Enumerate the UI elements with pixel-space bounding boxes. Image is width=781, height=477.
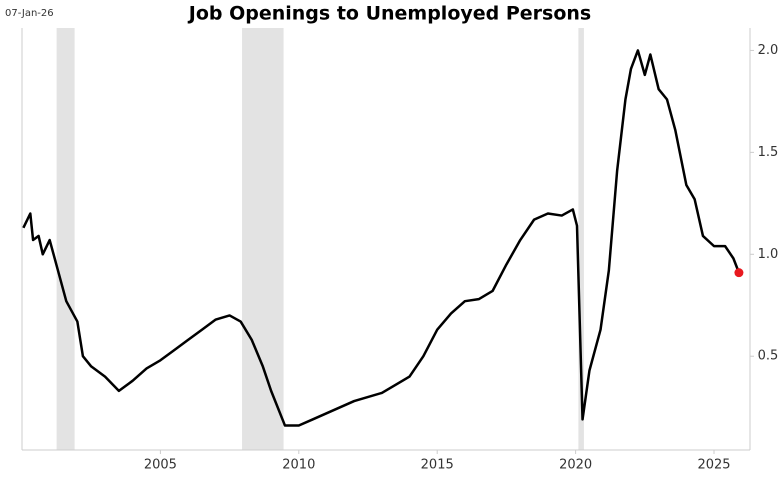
date-stamp: 07-Jan-26 — [5, 8, 54, 19]
y-tick-label: 1.0 — [758, 247, 779, 262]
x-tick-label: 2010 — [282, 458, 315, 473]
recession-band — [56, 28, 75, 450]
recession-band — [578, 28, 584, 450]
y-tick-label: 1.5 — [758, 145, 779, 160]
x-tick-label: 2020 — [559, 458, 592, 473]
x-tick-label: 2005 — [144, 458, 177, 473]
x-tick-label: 2025 — [697, 458, 730, 473]
chart-title: Job Openings to Unemployed Persons — [187, 3, 592, 25]
line-series — [22, 49, 741, 427]
last-point — [734, 268, 744, 278]
x-tick-label: 2015 — [421, 458, 454, 473]
y-tick-label: 0.5 — [758, 349, 779, 364]
y-tick-label: 2.0 — [758, 43, 779, 58]
recession-band — [242, 28, 284, 450]
